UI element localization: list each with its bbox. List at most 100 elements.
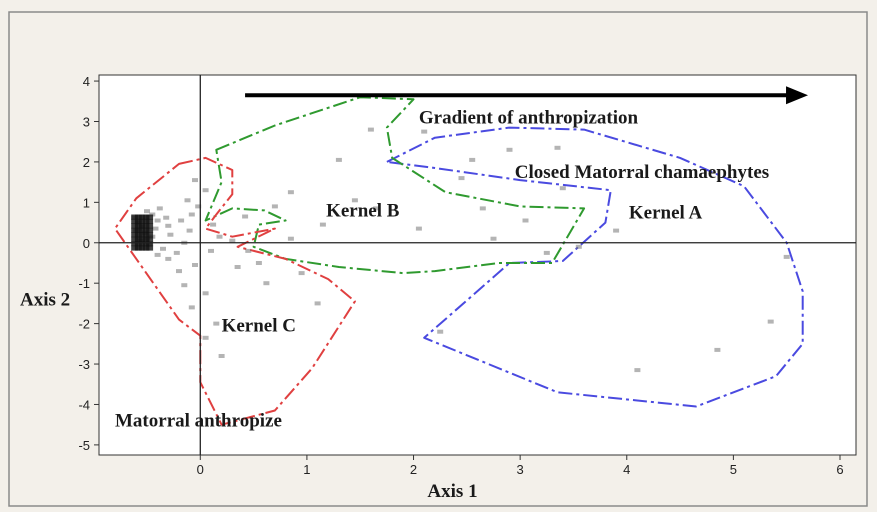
data-point [152, 226, 159, 231]
data-point [142, 232, 150, 238]
data-point [154, 218, 161, 223]
data-point [142, 241, 150, 247]
data-point [176, 269, 182, 274]
annotations: Gradient of anthropization Closed Matorra… [115, 108, 769, 432]
x-tick-label: 4 [623, 462, 630, 477]
data-point [298, 271, 305, 276]
data-point [319, 222, 326, 227]
data-point [218, 354, 225, 358]
data-point [146, 232, 154, 238]
data-point [554, 145, 561, 150]
data-point [245, 248, 252, 253]
y-tick-label: -2 [78, 317, 90, 332]
kernel-polygon [385, 126, 804, 408]
data-point [131, 218, 139, 224]
data-point [208, 248, 214, 253]
data-point [192, 263, 198, 267]
data-point [415, 226, 422, 231]
data-point [142, 236, 150, 242]
data-point [142, 218, 150, 224]
data-point [134, 218, 142, 224]
data-point [134, 236, 142, 242]
data-point [210, 222, 217, 227]
y-tick-label: 3 [83, 114, 90, 129]
data-point [287, 236, 294, 241]
data-point [335, 157, 342, 162]
kernel-polygon [114, 156, 356, 426]
data-point [142, 223, 150, 229]
data-point [142, 227, 150, 233]
data-point [192, 178, 198, 183]
data-point [144, 209, 150, 214]
data-point [458, 176, 465, 181]
x-axis-ticks: 0 1 2 3 4 5 6 [197, 455, 844, 477]
y-axis-label: Axis 2 [20, 289, 70, 310]
data-point [138, 241, 146, 247]
x-tick-label: 2 [410, 462, 417, 477]
data-point [173, 250, 180, 255]
data-point [714, 347, 721, 352]
data-point [138, 232, 146, 238]
data-point [216, 234, 223, 239]
data-point [287, 190, 294, 195]
data-point [634, 368, 641, 373]
kernel-polygons [114, 96, 804, 426]
data-point [783, 254, 790, 259]
y-tick-label: 1 [83, 195, 90, 210]
plot-area [98, 74, 857, 456]
data-point [506, 147, 513, 152]
y-tick-label: 2 [83, 155, 90, 170]
data-point [188, 305, 195, 310]
data-point [146, 214, 154, 220]
data-point [202, 335, 209, 340]
data-point [213, 321, 220, 326]
data-point [271, 204, 278, 209]
data-point [138, 245, 146, 251]
data-point [142, 245, 150, 251]
data-point [522, 218, 529, 223]
x-tick-label: 1 [303, 462, 310, 477]
data-point [263, 281, 270, 286]
data-point [314, 301, 321, 306]
data-point [181, 283, 188, 288]
data-point [131, 214, 139, 220]
data-point [138, 227, 146, 233]
annotation-label: Matorral anthropize [115, 411, 282, 432]
data-point [178, 218, 185, 223]
data-point [131, 227, 139, 233]
x-tick-label: 6 [836, 462, 843, 477]
data-point [146, 223, 154, 229]
y-tick-label: 0 [83, 236, 90, 251]
data-point [131, 232, 139, 238]
data-point [138, 218, 146, 224]
data-point [134, 241, 142, 247]
y-tick-label: -3 [78, 357, 90, 372]
data-point [165, 223, 172, 228]
x-tick-label: 5 [730, 462, 737, 477]
data-point [186, 228, 193, 233]
data-point [154, 252, 161, 257]
annotation-label: Closed Matorral chamaephytes [515, 162, 769, 183]
data-point [373, 206, 380, 211]
y-axis-ticks: 4 3 2 1 0 -1 -2 -3 -4 -5 [78, 74, 99, 453]
reference-lines [99, 75, 856, 455]
x-tick-label: 3 [517, 462, 524, 477]
data-point [131, 241, 139, 247]
data-point [367, 127, 374, 132]
gradient-arrow-head [786, 86, 809, 105]
data-point [202, 291, 209, 296]
data-point [160, 246, 166, 251]
y-tick-label: -4 [78, 397, 90, 412]
data-point [146, 227, 154, 233]
data-point [559, 186, 566, 191]
data-point [229, 238, 236, 243]
gradient-arrow [245, 86, 809, 105]
data-point [134, 223, 142, 229]
y-tick-label: -5 [78, 438, 90, 453]
data-point [131, 245, 139, 251]
data-point [142, 214, 150, 220]
data-point [167, 232, 174, 237]
data-point [165, 256, 172, 261]
annotation-label: Kernel B [326, 201, 400, 222]
